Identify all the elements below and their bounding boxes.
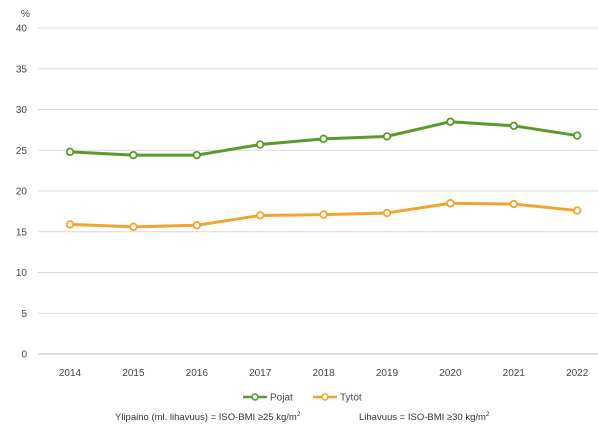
data-point: [573, 206, 582, 215]
data-point: [192, 150, 201, 160]
x-tick-label: 2021: [503, 368, 526, 379]
legend-swatch-marker: [251, 393, 259, 401]
x-axis-ticks: 2014 2015 2016 2017 2018 2019 2020 2021 2022: [59, 368, 589, 379]
x-tick-label: 2017: [249, 368, 272, 379]
legend-label: Pojat: [270, 393, 293, 404]
obesity-definition-text: Lihavuus = ISO-BMI ≥30 kg/m: [359, 412, 486, 423]
legend: Pojat Tytöt: [243, 393, 362, 404]
x-tick-label: 2018: [312, 368, 335, 379]
y-axis-ticks: 0 5 10 15 20 25 30 35 40: [16, 24, 28, 361]
series-pojat: [65, 117, 582, 160]
y-tick-label: 10: [16, 268, 28, 279]
y-tick-label: 15: [16, 227, 28, 238]
y-tick-label: 25: [16, 146, 28, 157]
data-point: [129, 150, 138, 160]
legend-item: Tytöt: [313, 393, 362, 404]
data-point: [192, 221, 201, 230]
data-point: [65, 220, 75, 229]
x-tick-label: 2022: [566, 368, 589, 379]
y-tick-label: 35: [16, 64, 28, 75]
obesity-definition: Lihavuus = ISO-BMI ≥30 kg/m2: [359, 411, 490, 423]
overweight-definition-text: Ylipaino (ml. lihavuus) = ISO-BMI ≥25 kg…: [115, 412, 297, 423]
x-tick-label: 2015: [122, 368, 145, 379]
overweight-definition: Ylipaino (ml. lihavuus) = ISO-BMI ≥25 kg…: [115, 411, 301, 423]
data-point: [319, 134, 328, 144]
y-tick-label: 20: [16, 187, 28, 198]
legend-item: Pojat: [243, 393, 293, 404]
legend-swatch-marker: [321, 393, 329, 401]
data-point: [509, 121, 518, 130]
series-group: [65, 117, 582, 232]
data-point: [573, 131, 582, 140]
gridlines: [38, 27, 598, 355]
data-point: [446, 117, 455, 126]
y-tick-label: 40: [16, 24, 28, 35]
data-point: [65, 147, 75, 157]
obesity-definition-sup: 2: [486, 411, 490, 418]
x-tick-label: 2019: [376, 368, 399, 379]
y-tick-label: 0: [21, 350, 27, 361]
data-point: [509, 199, 518, 209]
data-point: [446, 199, 455, 208]
y-tick-label: 30: [16, 105, 28, 116]
x-tick-label: 2014: [59, 368, 82, 379]
overweight-definition-sup: 2: [297, 411, 301, 418]
x-tick-label: 2020: [439, 368, 462, 379]
x-tick-label: 2016: [186, 368, 209, 379]
data-point: [319, 210, 328, 219]
data-point: [382, 208, 392, 218]
data-point: [256, 140, 265, 149]
data-point: [382, 132, 392, 141]
legend-label: Tytöt: [340, 393, 362, 404]
data-point: [129, 222, 138, 232]
data-point: [256, 211, 265, 220]
series-tyt-t: [65, 199, 582, 232]
y-unit-label: %: [21, 9, 30, 20]
y-tick-label: 5: [21, 309, 27, 320]
